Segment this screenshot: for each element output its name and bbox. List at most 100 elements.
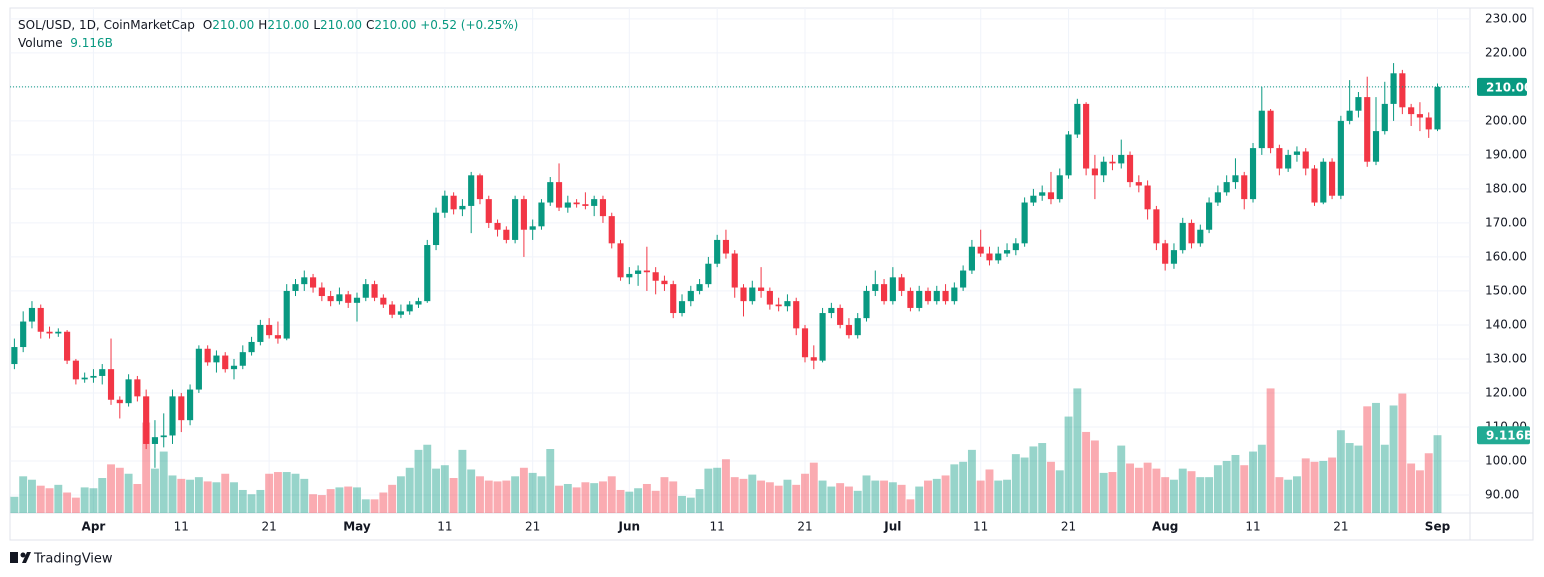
candle-body (494, 222, 501, 230)
candle-body (547, 182, 554, 203)
volume-bar (1336, 430, 1345, 513)
volume-bar (1038, 443, 1047, 513)
ohlc-value: 210.00 (212, 18, 255, 32)
volume-bar (1143, 462, 1152, 513)
volume-value: 9.116B (70, 36, 113, 50)
volume-bar (897, 484, 906, 513)
candle-body (1065, 134, 1072, 176)
volume-bar (71, 497, 80, 513)
candle-body (872, 284, 879, 291)
volume-bar (423, 444, 432, 513)
candle-body (46, 331, 53, 334)
volume-bar (1319, 460, 1328, 513)
volume-bar (177, 478, 186, 513)
candle-body (687, 290, 694, 302)
candle-body (512, 199, 519, 240)
candle-body (230, 365, 238, 370)
volume-bar (880, 480, 889, 513)
candle-body (582, 204, 589, 206)
volume-bar (1134, 467, 1143, 513)
candle-body (1206, 202, 1213, 230)
candle-body (924, 290, 932, 302)
legend-row: Volume 9.116B (18, 34, 518, 52)
candle-body (1408, 107, 1415, 115)
candle-body (1021, 202, 1028, 244)
ohlc-key: O (202, 18, 213, 32)
candle-body (55, 331, 62, 334)
candle-body (476, 175, 484, 200)
volume-bar (1011, 454, 1020, 513)
y-tick-label: 130.00 (1485, 351, 1527, 365)
volume-bar (651, 490, 660, 513)
candle-body (468, 175, 475, 206)
volume-bar (695, 489, 704, 513)
candle-body (889, 277, 896, 302)
candle-body (362, 284, 369, 298)
volume-bar (888, 482, 897, 513)
volume-bar (967, 449, 976, 513)
candle-body (1030, 195, 1037, 203)
volume-bar (1363, 406, 1372, 513)
x-tick-label: 21 (525, 520, 540, 534)
volume-bar (361, 499, 370, 513)
frame (9, 7, 1534, 541)
candle-body (1232, 175, 1239, 183)
candle-body (907, 290, 914, 308)
candle-body (652, 272, 659, 281)
candle-body (898, 277, 905, 291)
legend-row: SOL/USD, 1D, CoinMarketCap O210.00 H210.00… (18, 16, 518, 34)
volume-bar (1161, 477, 1170, 513)
volume-bar (1231, 454, 1240, 513)
volume-bar (1328, 457, 1337, 513)
volume-bar (159, 451, 168, 513)
volume-bar (906, 499, 915, 513)
candle-body (837, 307, 844, 325)
candle-body (591, 199, 598, 206)
candle-body (1162, 243, 1169, 264)
volume-bar (133, 483, 142, 513)
candle-body (389, 304, 396, 315)
volume-bar (809, 462, 818, 513)
ohlc-value: 210.00 (267, 18, 310, 32)
volume-bar (783, 479, 792, 513)
volume-bar (721, 459, 730, 513)
candle-body (1267, 110, 1274, 149)
volume-bar (212, 482, 221, 513)
volume-bar (572, 487, 581, 513)
volume-bar (19, 476, 28, 513)
volume-bar (1380, 444, 1389, 513)
volume-bar (194, 477, 203, 513)
x-tick-label: 21 (797, 520, 812, 534)
volume-bar (730, 477, 739, 513)
candle-body (678, 301, 686, 314)
volume-bar (142, 422, 151, 513)
candle-body (213, 355, 220, 363)
volume-bar (642, 483, 651, 513)
candle-body (195, 348, 202, 390)
volume-bar (1433, 435, 1442, 513)
volume-bar (757, 480, 766, 513)
volume-bar (353, 487, 361, 513)
brand-logo (20, 552, 26, 558)
candle-body (705, 263, 712, 285)
volume-bar (1301, 458, 1310, 513)
volume-bar (1389, 405, 1398, 513)
volume-bar (379, 492, 388, 513)
candle-body (380, 297, 387, 305)
candle-body (424, 245, 431, 302)
candle-body (1434, 86, 1441, 130)
volume-bar (1415, 470, 1424, 513)
volume-bar (774, 485, 783, 513)
candle-body (573, 202, 580, 205)
volume-bar (1240, 465, 1249, 513)
volume-bar (458, 449, 467, 513)
candle-body (178, 396, 185, 421)
y-tick-label: 170.00 (1485, 215, 1527, 229)
candle-body (1109, 161, 1116, 164)
volume-bar (748, 474, 757, 513)
volume-bar (265, 473, 274, 513)
brand-logo (10, 552, 18, 563)
volume-bar (1003, 479, 1012, 513)
volume-bar (792, 484, 801, 513)
